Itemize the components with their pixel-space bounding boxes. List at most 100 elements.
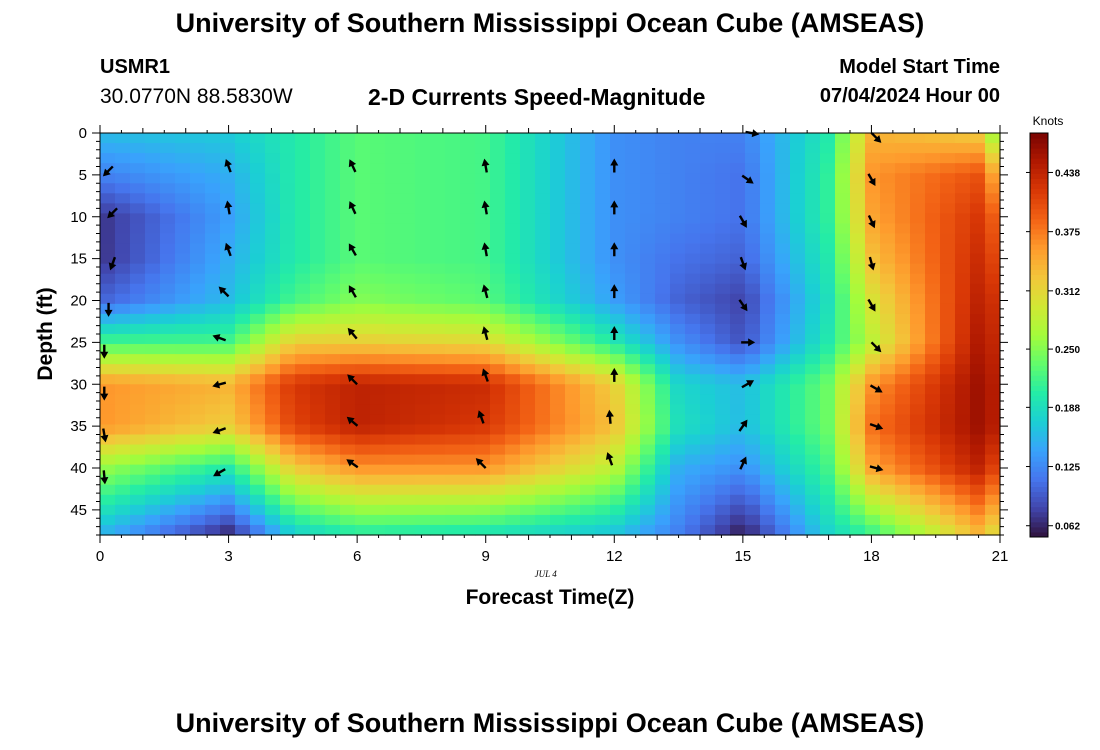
heatmap-cell [655, 474, 671, 486]
heatmap-cell [820, 283, 836, 295]
heatmap-cell [100, 253, 116, 265]
heatmap-cell [565, 133, 581, 144]
heatmap-cell [610, 354, 626, 365]
heatmap-cell [730, 394, 746, 405]
heatmap-cell [265, 404, 281, 415]
heatmap-cell [115, 173, 131, 184]
heatmap-cell [985, 133, 1001, 144]
colorbar-segment [1030, 173, 1048, 179]
heatmap-cell [205, 283, 221, 295]
heatmap-cell [835, 374, 851, 385]
heatmap-cell [430, 323, 446, 335]
heatmap-cell [910, 263, 926, 275]
heatmap-cell [745, 474, 761, 486]
heatmap-cell [595, 263, 611, 275]
heatmap-cell [310, 454, 326, 466]
heatmap-cell [445, 163, 461, 174]
heatmap-cell [400, 374, 416, 385]
heatmap-cell [400, 344, 416, 355]
heatmap-cell [445, 484, 461, 496]
heatmap-cell [880, 193, 896, 204]
heatmap-cell [910, 364, 926, 375]
heatmap-cell [175, 444, 191, 456]
heatmap-cell [115, 524, 131, 536]
heatmap-cell [925, 514, 941, 526]
heatmap-cell [265, 263, 281, 275]
heatmap-cell [595, 344, 611, 355]
heatmap-cell [700, 163, 716, 174]
heatmap-cell [550, 354, 566, 365]
heatmap-cell [190, 253, 206, 265]
heatmap-cell [370, 404, 386, 415]
heatmap-cell [730, 424, 746, 436]
heatmap-cell [175, 193, 191, 204]
heatmap-cell [865, 464, 881, 476]
heatmap-cell [745, 404, 761, 415]
heatmap-cell [565, 484, 581, 496]
heatmap-cell [400, 514, 416, 526]
heatmap-cell [655, 293, 671, 305]
heatmap-cell [865, 354, 881, 365]
heatmap-cell [565, 193, 581, 204]
heatmap-cell [490, 344, 506, 355]
heatmap-cell [160, 273, 176, 285]
heatmap-cell [595, 183, 611, 194]
heatmap-cell [205, 424, 221, 436]
heatmap-cell [610, 384, 626, 395]
heatmap-cell [280, 484, 296, 496]
heatmap-cell [400, 323, 416, 335]
heatmap-cell [490, 414, 506, 426]
heatmap-cell [115, 233, 131, 245]
heatmap-cell [775, 153, 791, 164]
heatmap-cell [730, 384, 746, 395]
heatmap-cell [970, 203, 986, 214]
heatmap-cell [985, 243, 1001, 255]
heatmap-cell [145, 213, 161, 225]
heatmap-cell [250, 464, 266, 476]
heatmap-cell [610, 364, 626, 375]
heatmap-cell [295, 133, 311, 144]
heatmap-cell [760, 203, 776, 214]
heatmap-cell [940, 213, 956, 225]
current-arrow [738, 299, 748, 312]
heatmap-cell [865, 484, 881, 496]
colorbar-segment [1030, 208, 1048, 215]
heatmap-cell [790, 354, 806, 365]
heatmap-cell [250, 173, 266, 184]
heatmap-cell [790, 334, 806, 345]
heatmap-cell [655, 203, 671, 214]
heatmap-cell [295, 404, 311, 415]
colorbar-segment [1030, 264, 1048, 270]
heatmap-cell [880, 374, 896, 385]
heatmap-cell [325, 243, 341, 255]
heatmap-cell [955, 153, 971, 164]
heatmap-cell [550, 374, 566, 385]
heatmap-cell [730, 283, 746, 295]
heatmap-cell [325, 374, 341, 385]
heatmap-cell [730, 364, 746, 375]
current-arrow [867, 256, 876, 271]
heatmap-cell [355, 394, 371, 405]
heatmap-cell [460, 203, 476, 214]
heatmap-cell [970, 374, 986, 385]
heatmap-cell [565, 243, 581, 255]
heatmap-cell [205, 213, 221, 225]
heatmap-cell [265, 203, 281, 214]
heatmap-cell [805, 474, 821, 486]
heatmap-cell [880, 474, 896, 486]
heatmap-cell [865, 143, 881, 154]
heatmap-cell [760, 344, 776, 355]
heatmap-cell [445, 364, 461, 375]
heatmap-cell [835, 404, 851, 415]
heatmap-cell [700, 323, 716, 335]
heatmap-cell [250, 374, 266, 385]
heatmap-cell [505, 454, 521, 466]
heatmap-cell [520, 253, 536, 265]
heatmap-cell [595, 404, 611, 415]
heatmap-cell [310, 233, 326, 245]
heatmap-cell [295, 464, 311, 476]
heatmap-cell [985, 334, 1001, 345]
heatmap-cell [220, 514, 236, 526]
heatmap-cell [460, 354, 476, 365]
heatmap-cell [130, 404, 146, 415]
